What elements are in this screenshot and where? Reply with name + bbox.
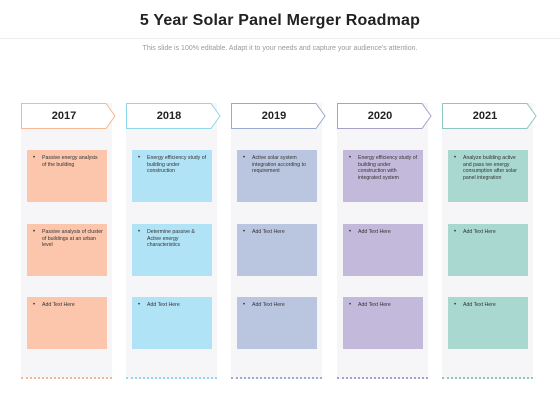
roadmap-card: • Add Text Here xyxy=(27,297,107,349)
year-label: 2019 xyxy=(261,110,287,122)
roadmap-card: • Active solar system integration accordi… xyxy=(237,150,317,202)
slide-subtitle: This slide is 100% editable. Adapt it to… xyxy=(142,45,418,52)
year-arrow: 2019 xyxy=(231,103,326,129)
roadmap-card: • Add Text Here xyxy=(132,297,212,349)
card-text: Add Text Here xyxy=(252,302,285,308)
bullet-dot-icon: • xyxy=(138,155,141,161)
bullet-dot-icon: • xyxy=(454,302,457,308)
card-text: Analyze building active and pass ive ene… xyxy=(463,155,517,181)
year-arrow: 2020 xyxy=(337,103,432,129)
card-text: Add Text Here xyxy=(42,302,75,308)
roadmap-card: • Analyze building active and pass ive en… xyxy=(448,150,528,202)
bullet-dot-icon: • xyxy=(243,229,246,235)
year-label: 2018 xyxy=(156,110,182,122)
roadmap-card: • Determine passive & Active energy chara… xyxy=(132,224,212,276)
roadmap-card: • Add Text Here xyxy=(343,224,423,276)
bullet-dot-icon: • xyxy=(33,302,36,308)
card-text: Add Text Here xyxy=(358,229,391,235)
bullet-dot-icon: • xyxy=(454,155,457,161)
slide-title: 5 Year Solar Panel Merger Roadmap xyxy=(139,12,421,29)
card-text: Add Text Here xyxy=(147,302,180,308)
bullet-dot-icon: • xyxy=(349,155,352,161)
arrow-shape xyxy=(337,103,432,129)
arrow-shape xyxy=(126,103,221,129)
card-text: Energy efficiency study of building unde… xyxy=(358,155,418,181)
year-label: 2020 xyxy=(367,110,393,122)
arrow-shape xyxy=(442,103,537,129)
card-text: Determine passive & Active energy charac… xyxy=(147,229,195,249)
roadmap-card: • Add Text Here xyxy=(448,224,528,276)
title-divider xyxy=(0,38,560,39)
roadmap-card: • Energy efficiency study of building und… xyxy=(132,150,212,202)
roadmap-card: • Add Text Here xyxy=(448,297,528,349)
card-text: Passive analysis of cluster of buildings… xyxy=(42,229,103,249)
card-text: Active solar system integration accordin… xyxy=(252,155,306,175)
card-text: Add Text Here xyxy=(252,229,285,235)
year-arrow: 2017 xyxy=(21,103,116,129)
roadmap-card: • Add Text Here xyxy=(237,224,317,276)
card-text: Add Text Here xyxy=(463,302,496,308)
bullet-dot-icon: • xyxy=(349,302,352,308)
year-arrow: 2018 xyxy=(126,103,221,129)
bullet-dot-icon: • xyxy=(33,229,36,235)
arrow-shape xyxy=(231,103,326,129)
bullet-dot-icon: • xyxy=(349,229,352,235)
card-text: Add Text Here xyxy=(358,302,391,308)
bullet-dot-icon: • xyxy=(243,302,246,308)
roadmap-card: • Passive analysis of cluster of building… xyxy=(27,224,107,276)
roadmap-card: • Energy efficiency study of building und… xyxy=(343,150,423,202)
year-arrow: 2021 xyxy=(442,103,537,129)
arrow-shape xyxy=(21,103,116,129)
year-label: 2017 xyxy=(51,110,77,122)
card-text: Add Text Here xyxy=(463,229,496,235)
roadmap-card: • Add Text Here xyxy=(343,297,423,349)
year-label: 2021 xyxy=(472,110,498,122)
bullet-dot-icon: • xyxy=(243,155,246,161)
bullet-dot-icon: • xyxy=(33,155,36,161)
card-text: Passive energy analysis of the building xyxy=(42,155,98,168)
card-text: Energy efficiency study of building unde… xyxy=(147,155,207,175)
bullet-dot-icon: • xyxy=(138,302,141,308)
bullet-dot-icon: • xyxy=(138,229,141,235)
bullet-dot-icon: • xyxy=(454,229,457,235)
roadmap-card: • Passive energy analysis of the building xyxy=(27,150,107,202)
roadmap-card: • Add Text Here xyxy=(237,297,317,349)
